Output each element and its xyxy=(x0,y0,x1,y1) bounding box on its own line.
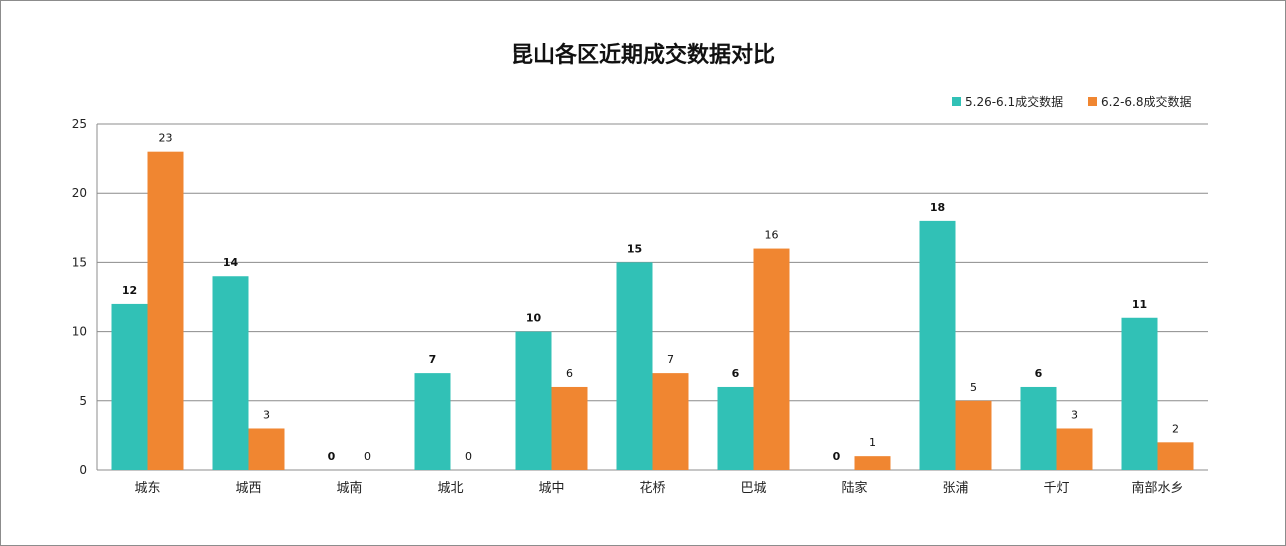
x-category-label: 陆家 xyxy=(841,480,867,496)
bar-series2-10 xyxy=(1157,442,1194,470)
data-label-series2-1: 3 xyxy=(263,408,270,421)
data-label-series1-0: 12 xyxy=(122,284,137,297)
x-category-label: 城东 xyxy=(134,481,160,496)
y-tick-label: 15 xyxy=(72,255,87,269)
bar-series1-1 xyxy=(212,276,249,470)
data-label-series2-4: 6 xyxy=(566,367,573,380)
y-tick-label: 5 xyxy=(79,394,87,408)
data-label-series2-10: 2 xyxy=(1172,422,1179,435)
x-category-label: 张浦 xyxy=(942,481,968,496)
data-labels: 12 23 14 3 0 0 7 0 10 6 15 7 6 16 0 1 18 5 6 3 11 2 xyxy=(122,132,1179,463)
data-label-series1-4: 10 xyxy=(526,312,542,325)
data-label-series2-8: 5 xyxy=(970,381,977,394)
bar-series2-6 xyxy=(753,248,790,470)
x-category-label: 南部水乡 xyxy=(1131,480,1183,496)
x-category-label: 花桥 xyxy=(639,480,665,496)
bar-series1-6 xyxy=(717,386,754,470)
bar-series1-8 xyxy=(919,220,956,470)
bar-series2-1 xyxy=(248,428,285,470)
bar-series2-5 xyxy=(652,373,689,470)
bar-series1-0 xyxy=(111,303,148,470)
bar-series1-4 xyxy=(515,331,552,470)
x-category-label: 城西 xyxy=(235,481,261,496)
chart-title: 昆山各区近期成交数据对比 xyxy=(510,42,775,68)
bar-series2-0 xyxy=(147,151,184,470)
data-label-series1-10: 11 xyxy=(1132,298,1147,311)
data-label-series2-2: 0 xyxy=(364,450,371,463)
data-label-series1-6: 6 xyxy=(732,367,740,380)
legend-swatch-series2 xyxy=(1088,97,1097,106)
x-category-label: 巴城 xyxy=(740,481,766,496)
legend-swatch-series1 xyxy=(952,97,961,106)
data-label-series1-7: 0 xyxy=(833,450,841,463)
bar-series2-8 xyxy=(955,400,992,470)
legend-label-series2: 6.2-6.8成交数据 xyxy=(1101,94,1192,109)
data-label-series2-3: 0 xyxy=(465,450,472,463)
bar-series1-3 xyxy=(414,373,451,470)
legend: 5.26-6.1成交数据 6.2-6.8成交数据 xyxy=(952,94,1192,109)
data-label-series1-8: 18 xyxy=(930,201,945,214)
bar-series2-4 xyxy=(551,386,588,470)
bars xyxy=(111,151,1194,470)
y-tick-label: 10 xyxy=(72,325,87,339)
data-label-series2-9: 3 xyxy=(1071,408,1078,421)
bar-series1-10 xyxy=(1121,317,1158,470)
y-tick-label: 0 xyxy=(79,463,87,477)
data-label-series2-5: 7 xyxy=(667,353,674,366)
bar-series2-7 xyxy=(854,456,891,470)
data-label-series2-6: 16 xyxy=(765,229,779,242)
data-label-series1-9: 6 xyxy=(1035,367,1043,380)
x-category-label: 千灯 xyxy=(1043,481,1069,496)
data-label-series2-0: 23 xyxy=(159,132,173,145)
bar-series1-5 xyxy=(616,262,653,470)
data-label-series1-5: 15 xyxy=(627,242,642,255)
legend-label-series1: 5.26-6.1成交数据 xyxy=(965,94,1063,109)
bar-series2-9 xyxy=(1056,428,1093,470)
data-label-series2-7: 1 xyxy=(869,436,876,449)
bar-series1-9 xyxy=(1020,386,1057,470)
data-label-series1-3: 7 xyxy=(429,353,437,366)
y-tick-label: 25 xyxy=(72,117,87,131)
x-category-label: 城中 xyxy=(538,481,564,496)
data-label-series1-2: 0 xyxy=(328,450,336,463)
y-tick-label: 20 xyxy=(72,186,87,200)
x-category-label: 城南 xyxy=(336,480,362,496)
x-category-label: 城北 xyxy=(437,481,463,496)
data-label-series1-1: 14 xyxy=(223,256,239,269)
